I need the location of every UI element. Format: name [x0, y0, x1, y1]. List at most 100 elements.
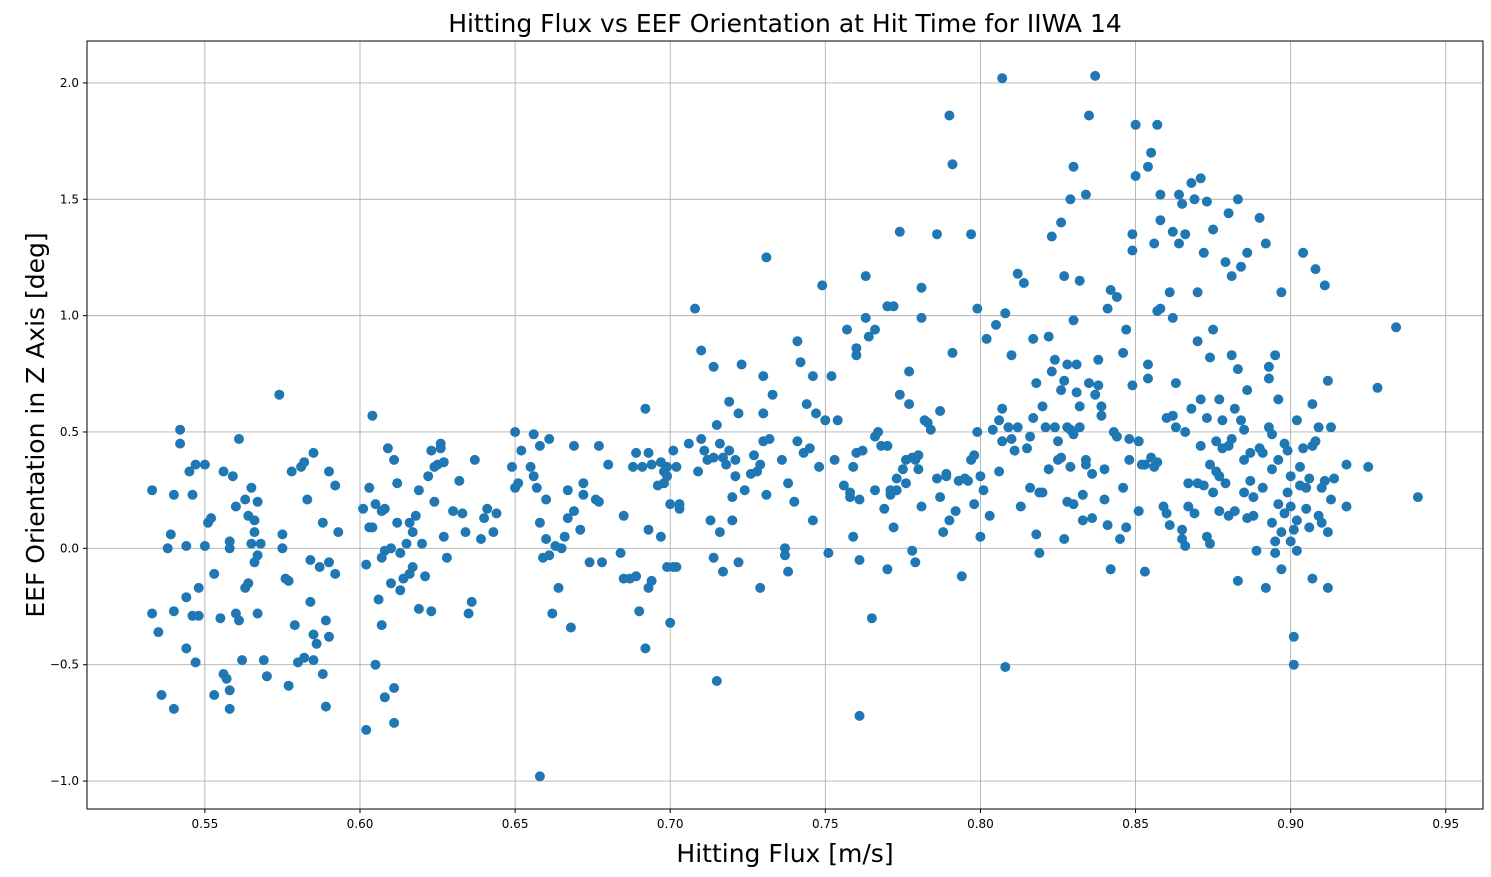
- data-point: [1208, 487, 1219, 498]
- data-point: [1015, 501, 1026, 512]
- data-point: [246, 482, 257, 493]
- data-point: [395, 548, 406, 558]
- data-point: [1304, 473, 1315, 484]
- data-point: [1412, 492, 1423, 503]
- data-point: [556, 543, 567, 554]
- data-point: [894, 389, 905, 400]
- data-point: [916, 312, 927, 323]
- data-point: [727, 492, 738, 503]
- data-point: [454, 475, 465, 486]
- data-point: [1043, 464, 1054, 475]
- data-point: [1068, 315, 1079, 326]
- data-point: [1000, 662, 1011, 672]
- data-point: [289, 620, 300, 631]
- data-point: [234, 615, 244, 626]
- data-point: [1291, 545, 1302, 556]
- data-point: [373, 594, 384, 605]
- data-point: [420, 571, 431, 582]
- data-point: [603, 459, 614, 470]
- data-point: [1096, 410, 1107, 421]
- data-point: [330, 480, 341, 491]
- data-point: [820, 415, 831, 426]
- data-point: [1208, 224, 1219, 235]
- data-point: [305, 596, 316, 607]
- data-point: [457, 508, 468, 519]
- data-point: [1254, 212, 1265, 223]
- data-point: [966, 229, 977, 240]
- data-point: [476, 534, 486, 544]
- data-point: [1220, 478, 1231, 489]
- data-point: [1143, 161, 1153, 172]
- data-point: [873, 427, 884, 437]
- data-point: [857, 445, 868, 456]
- x-tick-label: 0.90: [1277, 817, 1304, 831]
- data-point: [854, 494, 865, 505]
- data-point: [1239, 424, 1250, 435]
- data-point: [1319, 475, 1330, 486]
- data-point: [1130, 119, 1141, 130]
- data-point: [1257, 482, 1268, 493]
- data-point: [584, 557, 595, 568]
- data-point: [730, 471, 741, 482]
- data-point: [1236, 415, 1246, 426]
- data-point: [1164, 520, 1175, 531]
- data-point: [147, 485, 158, 496]
- data-point: [426, 445, 437, 456]
- data-point: [1260, 582, 1271, 593]
- data-point: [863, 331, 874, 342]
- data-point: [401, 538, 412, 549]
- data-point: [848, 531, 859, 542]
- data-point: [240, 494, 251, 505]
- data-point: [389, 683, 400, 693]
- data-point: [1049, 354, 1060, 365]
- data-point: [1062, 359, 1073, 370]
- data-point: [311, 638, 322, 649]
- data-point: [749, 450, 759, 461]
- data-point: [1090, 70, 1101, 81]
- data-point: [1111, 431, 1122, 442]
- grid: [87, 41, 1483, 809]
- data-point: [367, 522, 378, 533]
- data-point: [897, 464, 908, 475]
- data-point: [252, 550, 263, 561]
- data-point: [153, 627, 164, 638]
- data-point: [1319, 280, 1330, 291]
- data-point: [1090, 389, 1101, 400]
- data-point: [308, 655, 319, 666]
- data-point: [593, 496, 604, 507]
- data-point: [618, 510, 629, 521]
- data-point: [634, 606, 645, 617]
- data-point: [1205, 352, 1215, 363]
- y-axis-ticks: −1.0 −0.5 0.0 0.5 1.0 1.5 2.0: [50, 76, 87, 788]
- data-point: [1065, 194, 1076, 205]
- data-point: [969, 450, 980, 461]
- data-point: [910, 557, 921, 568]
- data-point: [1049, 422, 1060, 433]
- data-point: [209, 568, 220, 579]
- data-point: [1192, 287, 1203, 298]
- data-point: [379, 692, 390, 703]
- data-point: [1205, 538, 1215, 549]
- data-point: [870, 485, 880, 496]
- data-point: [655, 531, 666, 542]
- data-point: [1174, 238, 1184, 249]
- data-point: [758, 371, 769, 382]
- data-point: [1155, 303, 1166, 314]
- data-point: [317, 517, 328, 528]
- data-point: [823, 548, 834, 558]
- data-point: [426, 606, 437, 617]
- data-point: [891, 473, 902, 484]
- data-point: [1059, 271, 1070, 282]
- data-point: [1276, 287, 1287, 298]
- data-point: [224, 543, 235, 554]
- data-point: [1214, 394, 1225, 405]
- data-point: [1025, 431, 1036, 442]
- data-point: [1124, 454, 1135, 465]
- data-point: [224, 703, 235, 714]
- data-point: [407, 527, 418, 538]
- data-point: [302, 494, 313, 505]
- data-point: [696, 345, 707, 356]
- data-point: [1189, 508, 1200, 519]
- data-point: [1326, 422, 1336, 433]
- data-point: [562, 513, 573, 524]
